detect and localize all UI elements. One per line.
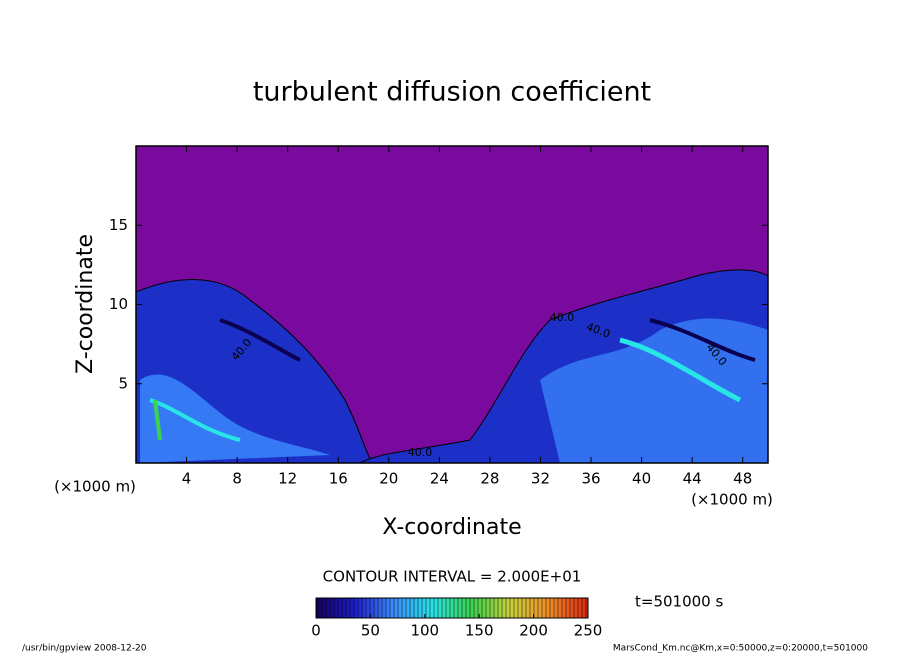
contour-label: 40.0 [550,311,575,324]
y-axis-label: Z-coordinate [73,234,98,374]
contour-interval: CONTOUR INTERVAL = 2.000E+01 [323,568,582,586]
colorbar-tick-label: 150 [465,622,494,640]
x-axis-label: X-coordinate [382,515,521,540]
footer-left: /usr/bin/gpview 2008-12-20 [22,644,147,654]
x-tick-label: 4 [182,470,192,488]
colorbar-tick-label: 0 [311,622,321,640]
x-unit-left: (×1000 m) [54,478,136,496]
colorbar-tick-label: 200 [519,622,548,640]
x-tick-label: 40 [632,470,651,488]
colorbar-tick-label: 100 [410,622,439,640]
x-tick-label: 16 [329,470,348,488]
colorbar-tick-label: 50 [361,622,380,640]
x-tick-label: 12 [278,470,297,488]
colorbar [315,597,589,619]
y-tick-label: 10 [109,295,128,313]
x-tick-label: 36 [581,470,600,488]
x-tick-label: 20 [379,470,398,488]
time-label: t=501000 s [635,593,723,611]
x-tick-label: 44 [683,470,702,488]
x-tick-label: 24 [430,470,449,488]
y-tick-label: 15 [109,216,128,234]
x-unit: (×1000 m) [691,491,773,509]
chart-title: turbulent diffusion coefficient [253,77,651,108]
x-tick-label: 32 [531,470,550,488]
field [136,146,768,463]
y-tick-label: 5 [118,374,128,392]
x-tick-label: 48 [733,470,752,488]
x-tick-label: 28 [480,470,499,488]
contour-label: 40.0 [408,446,433,459]
x-tick-label: 8 [232,470,242,488]
footer-right: MarsCond_Km.nc@Km,x=0:50000,z=0:20000,t=… [613,644,868,654]
colorbar-tick-label: 250 [574,622,603,640]
